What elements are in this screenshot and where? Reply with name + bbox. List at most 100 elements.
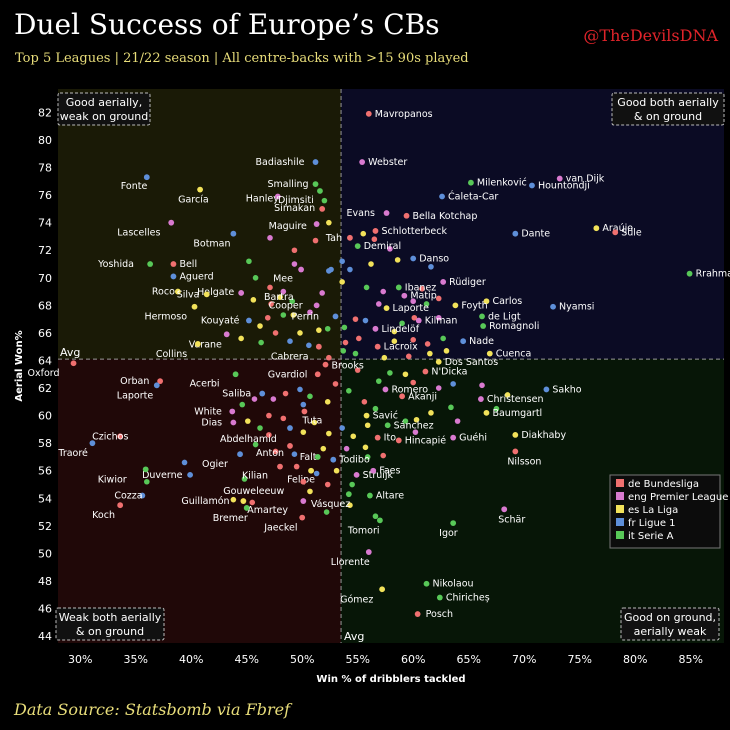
point-label: Altare (376, 491, 404, 502)
point-label: Jaeckel (263, 523, 297, 534)
data-point-akanji (399, 393, 405, 400)
quadrant-label-top-left-box (57, 92, 151, 126)
data-point-nikolaou (423, 580, 430, 587)
data-point-silva (203, 291, 210, 298)
data-point-nilsson (512, 448, 519, 455)
data-point (300, 429, 307, 435)
point-label: Fonte (121, 181, 148, 192)
data-point-tuta (301, 408, 308, 415)
point-label: Czichos (92, 431, 128, 442)
data-point (316, 327, 322, 333)
point-label: Baumgartl (492, 408, 542, 419)
point-label: Todibo (338, 455, 370, 466)
quadrant-label-bottom-left-line: & on ground (76, 625, 144, 638)
data-point (324, 325, 331, 332)
data-point (375, 378, 382, 384)
point-label: Ćaleta-Car (448, 190, 498, 202)
point-label: Badiashile (256, 157, 305, 168)
data-point-christensen (478, 396, 484, 402)
point-label: Dante (521, 229, 550, 240)
data-point-rrahmani (686, 270, 693, 277)
point-label: Brooks (332, 361, 364, 372)
data-point (372, 405, 379, 412)
data-point-duverne (187, 471, 193, 478)
data-point (249, 499, 256, 506)
data-point-hanley (274, 193, 281, 200)
point-label: Gvardiol (268, 369, 308, 380)
legend-label-es: es La Liga (628, 505, 678, 516)
y-tick-label: 80 (38, 134, 52, 147)
y-tick-label: 60 (38, 410, 52, 423)
point-label: Botman (193, 239, 230, 250)
data-point (272, 448, 279, 455)
legend-swatch-eng (616, 492, 624, 500)
data-point-laporte (383, 305, 390, 312)
data-point-garc-a (197, 186, 203, 193)
data-point-bella-kotchap (403, 212, 410, 219)
data-point (504, 392, 511, 398)
point-label: Bremer (213, 513, 248, 524)
point-label: Guéhi (459, 433, 487, 444)
data-point-webster (359, 159, 366, 165)
data-source: Data Source: Statsbomb via Fbref (14, 700, 290, 719)
data-point-g-mez (379, 586, 386, 593)
data-point-de-ligt (479, 313, 485, 320)
y-tick-label: 50 (38, 547, 52, 560)
data-point (352, 350, 359, 357)
data-point (350, 433, 357, 440)
point-label: Rrahmani (696, 269, 730, 280)
point-label: Hermoso (145, 312, 188, 323)
data-point (411, 314, 418, 321)
data-point-romagnoli (480, 323, 487, 329)
point-label: Laporte (393, 303, 430, 314)
data-point-simakan (319, 205, 326, 212)
data-point-ito (374, 434, 381, 441)
data-point (267, 284, 273, 291)
data-point-smalling (312, 181, 319, 187)
data-point-orban (157, 378, 164, 385)
data-point (266, 412, 272, 419)
x-tick-label: 35% (123, 653, 147, 666)
point-label: Tuta (301, 415, 322, 426)
data-point-tomori (377, 517, 383, 524)
data-point (387, 246, 393, 252)
data-point (380, 452, 387, 459)
point-label: Romero (391, 384, 428, 395)
data-point-djimsiti (317, 188, 323, 194)
data-point (368, 261, 374, 267)
data-point-faes (370, 467, 377, 474)
y-axis-label: Aerial Won% (14, 330, 25, 401)
y-tick-label: 78 (38, 162, 52, 175)
data-point (412, 429, 419, 435)
point-label: van Dijk (566, 174, 605, 185)
data-point-dos-santos (435, 358, 442, 365)
data-point (300, 401, 307, 408)
legend-swatch-fr (616, 518, 624, 526)
data-point (306, 342, 312, 349)
data-point-baumgartl (483, 409, 490, 416)
data-point-white (229, 408, 236, 415)
data-point (266, 432, 272, 438)
author-handle: @TheDevilsDNA (583, 26, 718, 45)
point-label: Carlos (492, 296, 522, 307)
data-point-foyth (452, 302, 459, 309)
data-point-diakhaby (512, 432, 519, 438)
data-point-gu-hi (450, 434, 457, 441)
point-label: Bartra (264, 292, 294, 303)
point-label: Sánchez (394, 420, 434, 431)
data-point (181, 459, 188, 466)
point-label: Webster (368, 157, 407, 168)
data-point-guillam-n (240, 498, 247, 504)
data-point (435, 295, 442, 302)
data-point-carlos (483, 298, 490, 305)
data-point (391, 328, 398, 335)
point-label: Hountondji (538, 180, 590, 191)
point-label: Hincapié (405, 435, 447, 446)
data-point (324, 481, 331, 488)
data-point-jaeckel (299, 514, 306, 521)
data-point (375, 301, 382, 307)
data-point (241, 476, 248, 482)
point-label: Duverne (142, 470, 183, 481)
y-tick-label: 54 (38, 492, 52, 505)
point-label: Perrin (292, 311, 320, 322)
